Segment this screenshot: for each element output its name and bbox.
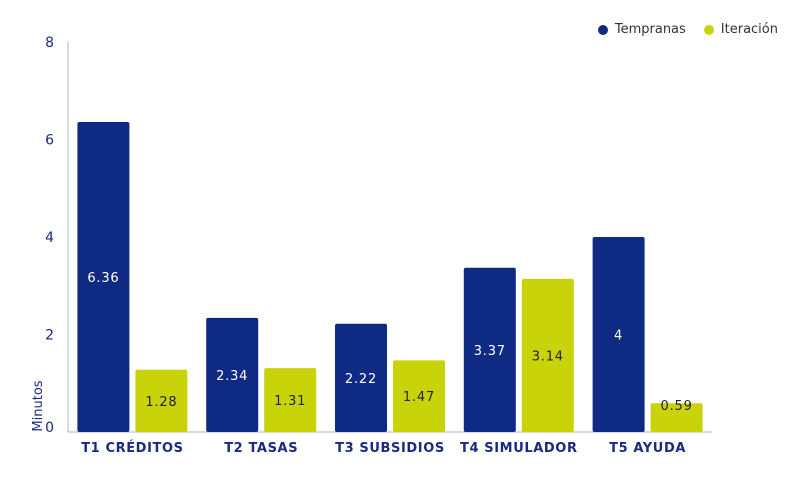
bar-iteraci-n-2 [264, 368, 317, 432]
bar-tempranas-4 [463, 267, 516, 432]
x-tick-label: T1 CRÉDITOS [81, 440, 183, 456]
legend-item-iteracion: Iteración [703, 22, 778, 37]
bar-tempranas-2 [206, 317, 259, 432]
data-label: 6.36 [87, 271, 119, 286]
data-label: 1.28 [145, 395, 177, 410]
y-tick-label: 4 [45, 230, 54, 246]
y-tick-label: 6 [45, 133, 54, 149]
data-label: 0.59 [661, 399, 693, 414]
chart-data-labels: 6.36 1.28 2.34 1.31 2.22 1.47 3.37 3.14 4 0.59 [87, 271, 692, 414]
legend-item-tempranas: Tempranas [597, 22, 686, 37]
bar-tempranas-3 [335, 323, 387, 432]
bar-iteraci-n-1 [135, 369, 188, 432]
bar-iteraci-n-3 [393, 360, 445, 432]
x-tick-label: T4 SIMULADOR [460, 441, 578, 456]
bar-iteraci-n-5 [650, 403, 703, 432]
legend-label-tempranas: Tempranas [614, 22, 686, 37]
y-axis-label: Minutos [31, 380, 46, 431]
y-tick-label: 8 [45, 35, 54, 51]
legend-swatch-tempranas [597, 24, 608, 35]
chart-bars [77, 121, 703, 432]
y-tick-label: 0 [45, 420, 54, 436]
data-label: 3.37 [474, 344, 506, 359]
data-label: 4 [614, 329, 623, 344]
data-label: 3.14 [532, 349, 564, 364]
x-tick-label: T3 SUBSIDIOS [335, 441, 445, 456]
x-tick-label: T2 TASAS [224, 441, 298, 456]
data-label: 1.47 [403, 390, 435, 405]
legend-swatch-iteracion [703, 24, 714, 35]
bar-tempranas-1 [77, 121, 130, 432]
y-tick-label: 2 [45, 328, 54, 344]
legend-label-iteracion: Iteración [720, 22, 778, 37]
chart-legend: Tempranas Iteración [597, 22, 778, 37]
data-label: 2.34 [216, 369, 248, 384]
bar-iteraci-n-4 [521, 278, 574, 432]
bar-tempranas-5 [592, 237, 645, 432]
data-label: 1.31 [274, 394, 306, 409]
data-label: 2.22 [345, 372, 377, 387]
x-tick-label: T5 AYUDA [609, 441, 686, 456]
